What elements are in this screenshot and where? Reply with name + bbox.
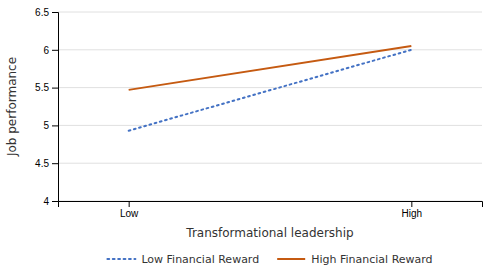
y-tick-label: 5 (43, 120, 49, 131)
y-tick: 4 (43, 196, 58, 207)
x-tick: Low (120, 201, 139, 219)
y-tick-mark (52, 12, 58, 13)
legend: Low Financial Reward High Financial Rewar… (107, 253, 432, 266)
y-tick-label: 4 (43, 196, 49, 207)
y-tick-mark (52, 201, 58, 202)
series-line (129, 46, 412, 90)
x-tick-label: High (402, 208, 423, 219)
lines (129, 46, 412, 131)
y-tick-mark (52, 125, 58, 126)
x-tick-label: Low (120, 208, 139, 219)
y-tick: 6 (43, 45, 58, 56)
legend-item: High Financial Reward (277, 253, 432, 266)
y-axis: 4 4.5 5 5.5 6 6.5 (35, 7, 58, 207)
y-tick-label: 5.5 (35, 82, 49, 93)
grid-line (58, 163, 482, 164)
x-axis-line (59, 202, 483, 208)
legend-label: High Financial Reward (311, 253, 432, 266)
x-tick: High (402, 201, 423, 219)
y-tick: 5 (43, 120, 58, 131)
grid-line (58, 87, 482, 88)
y-tick-label: 6 (43, 45, 49, 56)
grid-line (58, 125, 482, 126)
legend-swatch (277, 258, 305, 260)
y-tick-label: 6.5 (35, 7, 49, 18)
x-tick-mark (411, 201, 412, 207)
x-axis-title: Transformational leadership (185, 226, 353, 240)
y-tick: 5.5 (35, 82, 58, 93)
y-tick-mark (52, 88, 58, 89)
legend-swatch (107, 258, 135, 260)
y-axis-line (52, 13, 59, 202)
x-tick-mark (129, 201, 130, 207)
grid (58, 12, 482, 201)
chart: 4 4.5 5 5.5 6 6.5 Low High Transformational lead… (0, 0, 500, 273)
plot: 4 4.5 5 5.5 6 6.5 Low High Transformational lead… (5, 7, 483, 240)
y-tick-mark (52, 50, 58, 51)
grid-line (58, 49, 482, 50)
grid-line (58, 12, 482, 13)
legend-item: Low Financial Reward (107, 253, 259, 266)
y-tick: 4.5 (35, 158, 58, 169)
legend-label: Low Financial Reward (141, 253, 259, 266)
x-axis: Low High (59, 201, 483, 219)
y-tick: 6.5 (35, 7, 58, 18)
series-line (129, 50, 412, 131)
y-tick-mark (52, 163, 58, 164)
y-axis-title: Job performance (5, 57, 19, 157)
y-tick-label: 4.5 (35, 158, 49, 169)
